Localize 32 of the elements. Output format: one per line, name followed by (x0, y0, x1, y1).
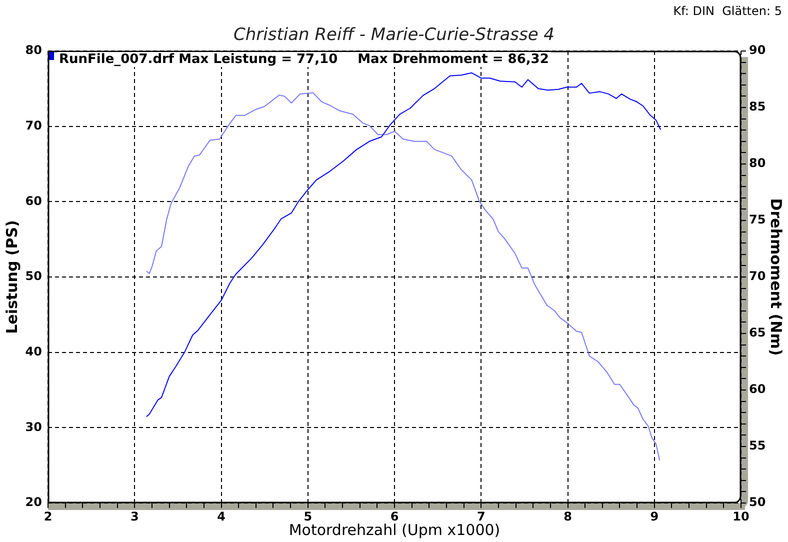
y2-tick-label: 70 (749, 269, 766, 284)
y2-tick-label: 55 (749, 438, 766, 453)
y-tick-label: 60 (25, 194, 42, 208)
x-axis-title: Motordrehzahl (Upm x1000) (288, 520, 500, 539)
annotation: Max Drehmoment = 86,32 (358, 52, 549, 67)
y2-tick-label: 80 (749, 156, 766, 170)
y-tick-label: 40 (25, 344, 42, 358)
y2-tick-label: 75 (749, 212, 766, 227)
y-axis-title: Leistung (PS) (2, 220, 21, 334)
y-tick-label: 80 (25, 43, 42, 58)
y-tick-label: 20 (25, 495, 42, 510)
y2-tick-label: 65 (749, 326, 766, 340)
x-tick-label: 6 (390, 509, 399, 524)
y-tick-label: 70 (25, 118, 42, 132)
x-tick-label: 4 (217, 509, 226, 524)
text: Kf: DIN Glätten: 5 (673, 4, 782, 18)
y2-axis-title: Drehmoment (Nm) (767, 198, 786, 356)
annotation: RunFile_007.drf Max Leistung = 77,10 (59, 52, 338, 67)
y-tick-label: 50 (25, 269, 42, 284)
y2-tick-label: 85 (749, 100, 766, 114)
x-tick-label: 2 (44, 509, 52, 524)
y2-tick-label: 50 (749, 495, 766, 510)
x-tick-label: 8 (564, 509, 572, 524)
x-tick-label: 10 (732, 509, 750, 524)
x-tick-label: 3 (130, 509, 139, 524)
x-tick-label: 9 (650, 509, 659, 524)
y2-tick-label: 60 (749, 382, 766, 396)
chart-title: Christian Reiff - Marie-Curie-Strasse 4 (232, 25, 556, 45)
x-tick-label: 7 (476, 509, 486, 524)
x-tick-label: 5 (304, 509, 312, 524)
y2-tick-label: 90 (749, 43, 766, 58)
y-tick-label: 30 (25, 420, 42, 434)
